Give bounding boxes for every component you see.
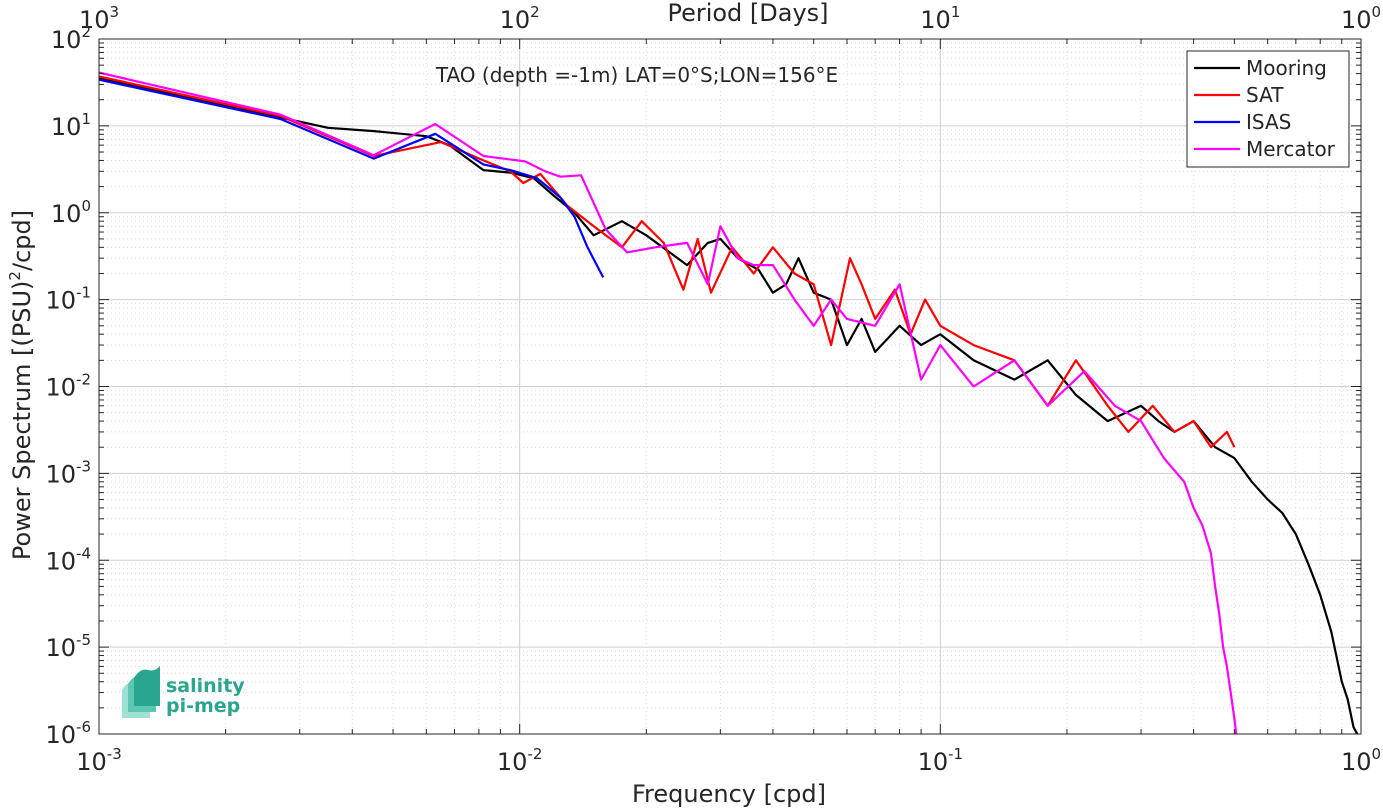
x-tick-label: 10-1 [918, 745, 964, 776]
y-axis-title-part1: Power Spectrum [(PSU) [8, 281, 36, 560]
x-tick-label: 10-2 [497, 745, 543, 776]
y-tick-label: 10-5 [45, 631, 91, 662]
top-tick-label: 100 [1341, 3, 1381, 34]
series-line-mercator [98, 71, 1238, 735]
y-axis-title-part2: /cpd] [8, 210, 36, 271]
legend: Mooring SAT ISAS Mercator [1186, 50, 1350, 168]
legend-label-mooring: Mooring [1246, 56, 1327, 80]
salinity-pi-mep-logo: salinity pi-mep [122, 666, 245, 718]
logo-text-line1: salinity [166, 675, 245, 697]
chart-annotation: TAO (depth =-1m) LAT=0°S;LON=156°E [435, 63, 838, 87]
x-tick-label: 100 [1341, 745, 1381, 776]
legend-box [1186, 50, 1350, 168]
axis-ticks [98, 38, 1362, 735]
y-tick-label: 10-6 [45, 718, 91, 749]
y-tick-label: 10-1 [45, 284, 91, 315]
logo-wave-icon [122, 666, 160, 718]
series-layer [98, 71, 1359, 735]
y-tick-label: 10-2 [45, 371, 91, 402]
legend-items: Mooring SAT ISAS Mercator [1194, 56, 1336, 161]
y-tick-label: 101 [51, 110, 91, 141]
y-axis-title-exp: 2 [6, 271, 24, 281]
y-tick-labels: 102 101 100 10-1 10-2 10-3 10-4 10-5 10-6 [45, 23, 91, 749]
top-tick-labels: 103 102 101 100 [79, 3, 1381, 34]
top-tick-label: 102 [500, 3, 540, 34]
top-tick-label: 103 [79, 3, 119, 34]
x-tick-label: 10-3 [76, 745, 122, 776]
legend-label-mercator: Mercator [1246, 137, 1336, 161]
logo-text-line2: pi-mep [166, 695, 240, 717]
y-tick-label: 10-3 [45, 457, 91, 488]
x-axis-title: Frequency [cpd] [632, 780, 826, 808]
x-tick-labels: 10-3 10-2 10-1 100 [76, 745, 1381, 776]
top-axis-title: Period [Days] [667, 0, 828, 27]
legend-label-sat: SAT [1246, 83, 1284, 107]
top-tick-label: 101 [920, 3, 960, 34]
y-tick-label: 10-4 [45, 544, 91, 575]
series-line-isas [98, 78, 605, 278]
legend-label-isas: ISAS [1246, 110, 1291, 134]
y-tick-label: 100 [51, 197, 91, 228]
y-axis-title: Power Spectrum [(PSU)2/cpd] [6, 210, 36, 560]
series-line-mooring [98, 77, 1359, 735]
y-tick-label: 102 [51, 23, 91, 54]
